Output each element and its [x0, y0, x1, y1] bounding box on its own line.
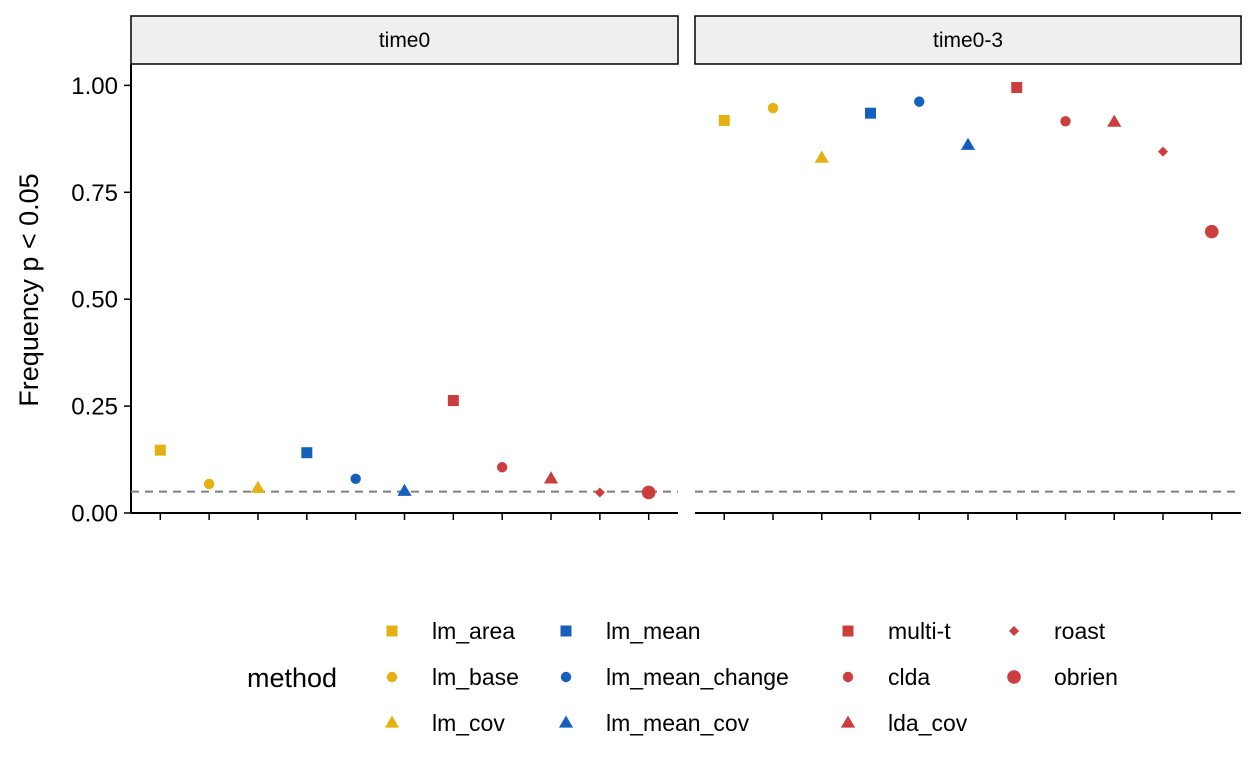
point-time0-3-roast [1158, 146, 1168, 157]
legend-label-obrien: obrien [1054, 664, 1118, 690]
legend-label-lm_area: lm_area [432, 618, 515, 644]
facet-label-time0-3: time0-3 [933, 29, 1003, 52]
point-time0-lm_mean_cov [397, 483, 412, 496]
y-axis-label: Frequency p < 0.05 [14, 173, 44, 406]
legend-label-clda: clda [888, 664, 930, 690]
legend-label-roast: roast [1054, 618, 1106, 644]
point-time0-3-lm_area [718, 114, 730, 126]
y-tick-label: 0.25 [71, 394, 118, 421]
point-time0-obrien [641, 485, 656, 500]
y-tick-label: 0.00 [71, 501, 118, 528]
legend-label-lda_cov: lda_cov [888, 710, 968, 736]
legend-label-lm_mean: lm_mean [606, 618, 701, 644]
point-time0-lm_cov [250, 480, 266, 493]
y-tick-label: 1.00 [71, 73, 118, 100]
point-time0-3-obrien [1204, 224, 1219, 239]
point-time0-3-lm_cov [814, 150, 829, 163]
point-time0-roast [594, 487, 605, 498]
y-tick-label: 0.75 [71, 180, 118, 207]
point-time0-3-multi-t [1011, 82, 1023, 94]
legend-key-lm_mean [560, 625, 572, 637]
legend-label-lm_mean_cov: lm_mean_cov [606, 710, 750, 736]
facet-strip-time0: time0 [130, 15, 679, 65]
point-time0-lda_cov [543, 471, 559, 484]
point-time0-multi-t [447, 395, 459, 407]
legend-label-lm_mean_change: lm_mean_change [606, 664, 789, 690]
legend-key-lm_area [386, 625, 398, 637]
point-time0-3-lm_mean_change [914, 96, 925, 107]
legend-key-lm_base [386, 671, 398, 683]
legend-key-lda_cov [840, 715, 856, 728]
facet-label-time0: time0 [379, 29, 430, 52]
legend-key-lm_cov [384, 715, 400, 728]
legend-key-lm_mean_change [560, 671, 572, 683]
legend-key-multi-t [842, 625, 854, 637]
legend-label-multi-t: multi-t [888, 618, 951, 644]
legend-key-obrien [1007, 670, 1021, 684]
data-points [154, 82, 1219, 500]
axes: 0.00 0.25 0.50 0.75 1.00 [71, 64, 1241, 528]
point-time0-3-lm_mean_cov [960, 137, 976, 150]
legend-key-roast [1009, 626, 1019, 636]
point-time0-3-lm_mean [865, 107, 876, 119]
legend-title: method [247, 663, 337, 693]
point-time0-clda [496, 462, 508, 473]
point-time0-lm_base [203, 478, 215, 490]
facet-strip-time0-3: time0-3 [694, 15, 1242, 65]
y-tick-label: 0.50 [71, 287, 118, 314]
legend-label-lm_cov: lm_cov [432, 710, 505, 736]
point-time0-3-lda_cov [1107, 114, 1122, 127]
point-time0-lm_area [154, 444, 166, 456]
legend-key-lm_mean_cov [558, 715, 574, 728]
legend: method lm_area lm_base lm_cov lm_mean lm_mea… [247, 618, 1118, 736]
point-time0-lm_mean [301, 447, 313, 459]
legend-label-lm_base: lm_base [432, 664, 519, 690]
point-time0-3-clda [1060, 116, 1071, 127]
legend-key-clda [842, 671, 854, 683]
point-time0-lm_mean_change [350, 473, 361, 484]
facet-strips: time0 time0-3 [130, 15, 1242, 65]
point-time0-3-lm_base [767, 102, 779, 114]
